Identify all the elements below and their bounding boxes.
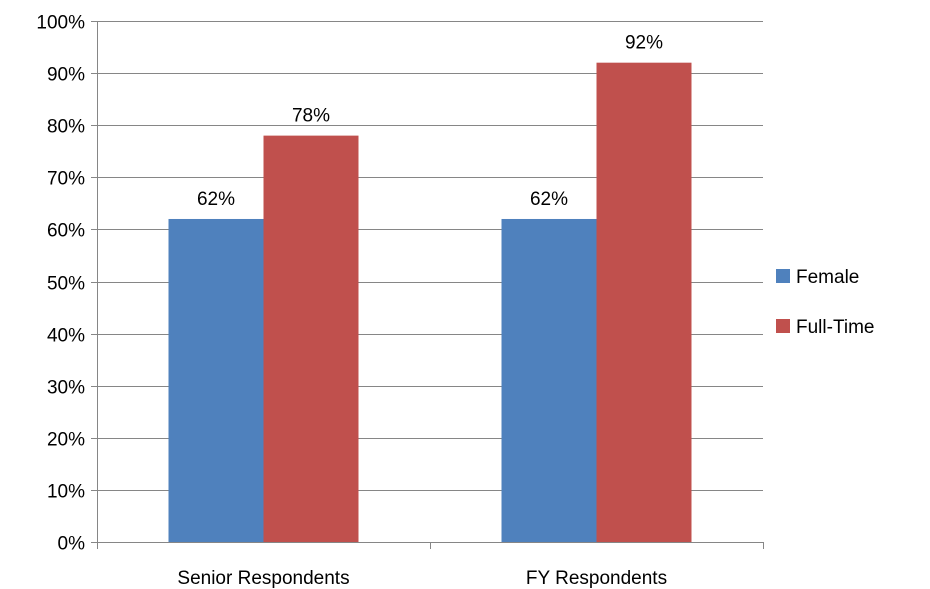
data-label: 62% (197, 189, 235, 210)
bars (168, 62, 692, 543)
x-axis-ticks: Senior Respondents FY Respondents (177, 568, 667, 589)
y-tick-label: 90% (47, 65, 85, 86)
y-tick-label: 70% (47, 169, 85, 190)
legend-swatch (776, 269, 790, 283)
y-tick-label: 10% (47, 482, 85, 503)
legend-label: Female (796, 267, 859, 288)
bar-female (501, 218, 597, 543)
x-tick-label: Senior Respondents (177, 568, 349, 589)
y-tick-label: 30% (47, 378, 85, 399)
bar-full-time (596, 62, 692, 543)
y-tick-label: 50% (47, 274, 85, 295)
y-tick-label: 60% (47, 221, 85, 242)
y-tick-label: 40% (47, 326, 85, 347)
y-tick-label: 0% (58, 534, 86, 555)
bar-female (168, 218, 264, 543)
axes (91, 21, 764, 549)
bar-full-time (263, 135, 359, 542)
y-tick-label: 20% (47, 430, 85, 451)
y-tick-label: 80% (47, 117, 85, 138)
y-axis-ticks: 0% 10% 20% 30% 40% 50% 60% 70% 80% 90% 100% (36, 13, 85, 555)
data-label: 62% (530, 189, 568, 210)
y-tick-label: 100% (36, 13, 85, 34)
x-tick-label: FY Respondents (526, 568, 667, 589)
data-labels: 62% 78% 62% 92% (197, 33, 663, 210)
data-label: 92% (625, 33, 663, 54)
data-label: 78% (292, 106, 330, 127)
legend-label: Full-Time (796, 317, 874, 338)
legend: Female Full-Time (776, 267, 874, 338)
legend-swatch (776, 319, 790, 333)
